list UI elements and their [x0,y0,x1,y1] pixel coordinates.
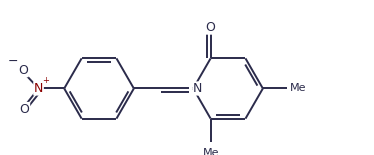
Text: O: O [206,21,215,34]
Text: O: O [18,64,28,77]
Text: Me: Me [202,148,219,155]
Text: N: N [193,82,203,95]
Text: O: O [20,102,30,115]
Text: −: − [7,55,18,68]
Text: N: N [34,82,43,95]
Text: Me: Me [289,84,306,93]
Text: +: + [42,76,49,85]
